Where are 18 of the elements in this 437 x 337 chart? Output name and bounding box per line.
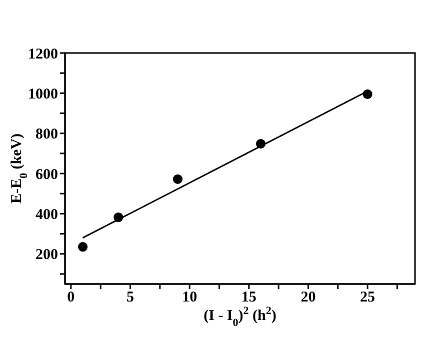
y-tick-label: 1000 (28, 86, 58, 102)
x-tick-label: 25 (360, 290, 376, 306)
y-tick-label: 800 (36, 126, 58, 143)
point (256, 138, 266, 149)
point (172, 174, 183, 184)
y-tick-label: 200 (36, 247, 58, 264)
y-tick-label: 1200 (28, 46, 58, 62)
x-tick-label: 20 (300, 290, 316, 306)
x-tick-label: 10 (182, 290, 198, 306)
y-tick-label: 600 (36, 166, 58, 183)
x-tick-label: 0 (67, 290, 75, 306)
y-tick-label: 400 (36, 207, 58, 224)
x-tick-label: 15 (241, 290, 256, 306)
x-axis-title: (I - I$_{0}$)$^{2}$ (h$^{2}$) (204, 305, 276, 329)
x-tick-label: 5 (126, 290, 134, 306)
point (114, 212, 124, 222)
point (362, 89, 372, 99)
point (78, 242, 88, 252)
